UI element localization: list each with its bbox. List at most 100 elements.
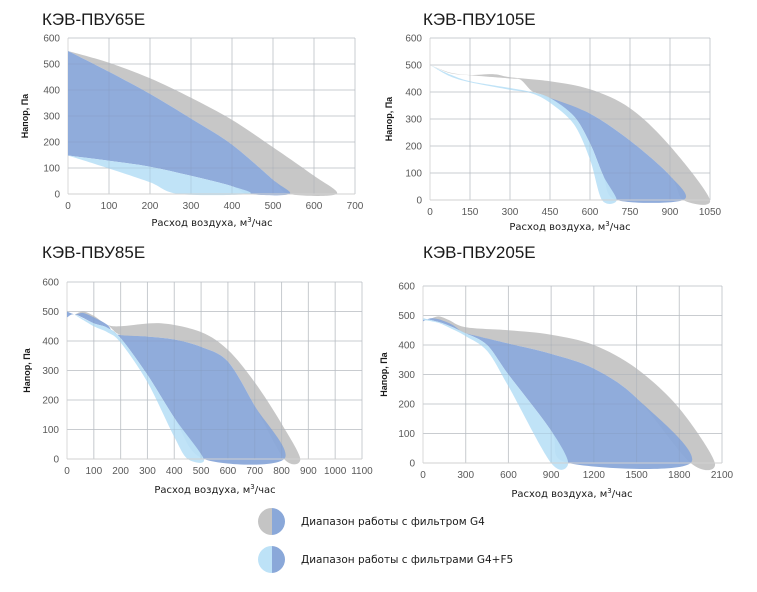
chart-3: 0 300 600 900 1200 1500 1800 2100 0 100 200 300 400 5… <box>379 282 734 501</box>
chart-1: 0 150 300 450 600 750 900 1050 0 100 200 300 400 500 6… <box>384 34 722 234</box>
x-tick-label: 1000 <box>324 466 347 477</box>
y-tick-label: 100 <box>405 169 422 180</box>
chart-0: 0 100 200 300 400 500 600 700 0 100 200 300 400 500 60… <box>20 34 364 230</box>
x-tick-label: 400 <box>166 466 183 477</box>
y-tick-label: 100 <box>43 164 60 175</box>
chart-2-title: КЭВ-ПВУ85Е <box>42 243 146 262</box>
chart-0-area-2 <box>68 155 251 196</box>
y-tick-label: 600 <box>43 34 60 45</box>
chart-2-area-1 <box>67 311 286 465</box>
y-axis-title: Напор, Па <box>20 93 30 138</box>
x-tick-label: 300 <box>502 207 519 218</box>
x-tick-label: 0 <box>65 201 71 212</box>
x-axis-title: Расход воздуха, м3/час <box>151 216 272 229</box>
chart-2: 0 100 200 300 400 500 600 700 800 900 1000 1100 0 100… <box>22 278 373 497</box>
legend-swatch-left <box>258 508 272 535</box>
x-axis-title-sup: 3 <box>247 216 251 224</box>
y-axis-title: Напор, Па <box>384 96 394 141</box>
y-tick-label: 300 <box>42 366 59 377</box>
x-tick-label: 1500 <box>625 470 648 481</box>
x-axis-title-sup: 3 <box>250 483 254 491</box>
x-tick-label: 100 <box>85 466 102 477</box>
y-tick-label: 0 <box>54 190 60 201</box>
x-tick-label: 300 <box>183 201 200 212</box>
x-tick-label: 0 <box>64 466 70 477</box>
y-tick-label: 400 <box>42 337 59 348</box>
x-tick-label: 700 <box>246 466 263 477</box>
legend-item-g4-f5: Диапазон работы с фильтрами G4+F5 <box>258 546 513 573</box>
legend-swatch-g4-icon <box>258 508 285 535</box>
x-tick-label: 1050 <box>699 207 722 218</box>
chart-3-title: КЭВ-ПВУ205Е <box>423 243 536 262</box>
y-tick-label: 500 <box>405 61 422 72</box>
y-tick-label: 500 <box>42 307 59 318</box>
y-axis-title: Напор, Па <box>379 351 389 396</box>
x-tick-label: 300 <box>139 466 156 477</box>
x-axis-title-sup: 3 <box>607 487 611 495</box>
x-tick-label: 300 <box>457 470 474 481</box>
x-tick-label: 600 <box>500 470 517 481</box>
legend-swatch-right <box>271 546 285 573</box>
y-tick-label: 100 <box>398 429 415 440</box>
x-tick-label: 1200 <box>583 470 606 481</box>
y-tick-label: 200 <box>42 396 59 407</box>
x-tick-label: 900 <box>300 466 317 477</box>
y-tick-label: 400 <box>398 341 415 352</box>
x-tick-label: 600 <box>582 207 599 218</box>
y-tick-label: 0 <box>416 196 422 207</box>
x-axis-title-main: Расход воздуха, м <box>154 485 250 496</box>
x-tick-label: 900 <box>662 207 679 218</box>
x-tick-label: 150 <box>462 207 479 218</box>
x-axis-title-tail: /час <box>612 489 633 500</box>
y-tick-label: 500 <box>43 60 60 71</box>
chart-0-title: КЭВ-ПВУ65Е <box>42 10 146 29</box>
x-tick-label: 450 <box>542 207 559 218</box>
x-tick-label: 600 <box>220 466 237 477</box>
x-axis-title-tail: /час <box>610 222 631 233</box>
y-tick-label: 600 <box>405 34 422 45</box>
y-tick-label: 200 <box>398 400 415 411</box>
x-axis-title: Расход воздуха, м3/час <box>154 483 275 496</box>
chart-1-title: КЭВ-ПВУ105Е <box>423 10 536 29</box>
x-tick-label: 200 <box>142 201 159 212</box>
x-tick-label: 2100 <box>711 470 734 481</box>
x-tick-label: 1100 <box>351 466 373 477</box>
x-axis-title: Расход воздуха, м3/час <box>511 487 632 500</box>
chart-1-area-1 <box>550 97 687 203</box>
x-tick-label: 100 <box>101 201 118 212</box>
x-tick-label: 1800 <box>668 470 691 481</box>
y-tick-label: 0 <box>409 459 415 470</box>
y-tick-label: 400 <box>43 86 60 97</box>
x-tick-label: 900 <box>543 470 560 481</box>
chart-3-area-1 <box>423 318 693 470</box>
x-tick-label: 0 <box>420 470 426 481</box>
y-tick-label: 200 <box>43 138 60 149</box>
y-tick-label: 400 <box>405 88 422 99</box>
y-tick-label: 200 <box>405 142 422 153</box>
x-axis-title-sup: 3 <box>605 220 609 228</box>
x-axis-title-main: Расход воздуха, м <box>151 218 247 229</box>
x-axis-title: Расход воздуха, м3/час <box>509 220 630 233</box>
x-tick-label: 600 <box>306 201 323 212</box>
legend-label-g4: Диапазон работы с фильтром G4 <box>301 515 485 528</box>
chart-0-area-0 <box>68 51 338 196</box>
y-tick-label: 0 <box>53 455 59 466</box>
y-tick-label: 600 <box>42 278 59 289</box>
x-axis-title-tail: /час <box>255 485 276 496</box>
x-axis-title-main: Расход воздуха, м <box>509 222 605 233</box>
y-tick-label: 300 <box>43 112 60 123</box>
legend-label-g4-f5: Диапазон работы с фильтрами G4+F5 <box>301 553 514 566</box>
x-axis-title-main: Расход воздуха, м <box>511 489 607 500</box>
x-tick-label: 500 <box>265 201 282 212</box>
chart-3-area-2 <box>423 318 569 470</box>
x-tick-label: 0 <box>427 207 433 218</box>
y-tick-label: 300 <box>398 370 415 381</box>
legend-swatch-g4-f5-icon <box>258 546 285 573</box>
chart-0-area-1 <box>68 51 291 196</box>
chart-2-area-2 <box>75 314 205 463</box>
legend-item-g4: Диапазон работы с фильтром G4 <box>258 508 485 535</box>
y-tick-label: 500 <box>398 311 415 322</box>
y-axis-title: Напор, Па <box>22 347 32 392</box>
y-tick-label: 600 <box>398 282 415 293</box>
